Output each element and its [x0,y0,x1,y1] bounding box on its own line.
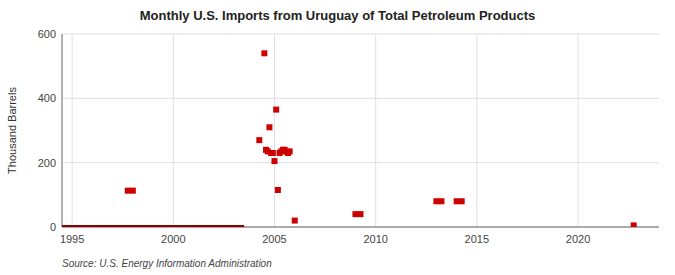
scatter-point [631,222,637,227]
chart: Monthly U.S. Imports from Uruguay of Tot… [0,0,675,275]
scatter-point [130,188,136,194]
scatter-point [271,158,277,164]
y-tick-label: 400 [38,92,56,104]
title: Monthly U.S. Imports from Uruguay of Tot… [140,8,536,23]
zero-line [62,225,244,227]
source-note: Source: U.S. Energy Information Administ… [62,258,272,269]
y-grid-line [62,227,659,228]
y-tick-label: 600 [38,28,56,40]
y-axis-line [62,34,63,227]
grid [62,34,659,227]
axes: 0 200 400 600 1995 2000 2005 2010 2015 2020 [38,28,659,245]
data [62,50,637,227]
x-grid-line [274,34,275,227]
x-tick-label: 1995 [60,233,84,245]
y-grid-line [62,34,659,35]
x-tick-label: 2000 [161,233,185,245]
x-tick-label: 2005 [262,233,286,245]
y-grid-line [62,162,659,163]
scatter-point [273,107,279,113]
scatter-point [270,150,276,156]
x-tick-label: 2015 [465,233,489,245]
x-grid-line [173,34,174,227]
x-grid-line [578,34,579,227]
y-axis-label: Thousand Barrels [6,87,18,174]
y-tick-label: 0 [50,221,56,233]
y-grid-line [62,98,659,99]
scatter-point [261,50,267,56]
scatter-point [287,148,293,154]
scatter-point [459,198,465,204]
scatter-point [292,218,298,224]
x-tick-label: 2020 [566,233,590,245]
x-axis-line [62,227,659,228]
x-grid-line [375,34,376,227]
x-grid-line [476,34,477,227]
y-tick-label: 200 [38,157,56,169]
scatter-point [358,211,364,217]
scatter-point [275,187,281,193]
x-tick-label: 2010 [363,233,387,245]
scatter-point [256,137,262,143]
x-grid-line [72,34,73,227]
scatter-point [266,124,272,130]
scatter-point [438,198,444,204]
